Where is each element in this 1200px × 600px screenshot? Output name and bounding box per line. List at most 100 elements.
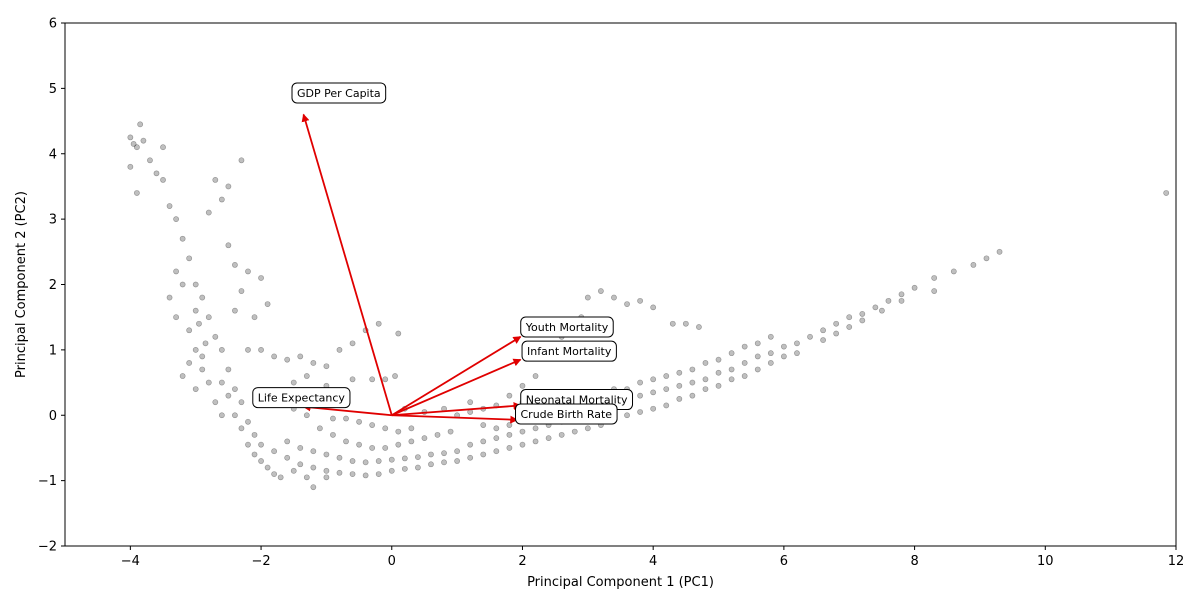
scatter-point [196, 320, 202, 327]
scatter-point [650, 389, 657, 396]
scatter-point [767, 360, 774, 366]
scatter-point [225, 183, 232, 190]
y-tick-label: 2 [49, 278, 57, 293]
scatter-point [480, 451, 487, 458]
scatter-point [258, 441, 264, 448]
scatter-point [395, 441, 402, 448]
y-tick-label: 3 [49, 213, 57, 228]
scatter-point [493, 425, 500, 432]
scatter-point [650, 304, 657, 311]
scatter-point [637, 392, 644, 399]
scatter-point [225, 392, 232, 399]
scatter-point [290, 467, 297, 474]
y-tick-label: −1 [38, 474, 57, 489]
scatter-point [160, 176, 166, 183]
scatter-point [532, 438, 539, 445]
scatter-point [303, 373, 310, 379]
loading-arrow [391, 358, 522, 417]
scatter-point [264, 301, 271, 308]
loading-arrow [301, 113, 393, 416]
loading-labels: GDP Per Capita Youth Mortality Infant Mort… [252, 82, 634, 425]
scatter-point [238, 157, 245, 164]
scatter-point [245, 418, 251, 425]
scatter-point [663, 386, 670, 392]
scatter-point [166, 203, 173, 209]
scatter-point [395, 330, 402, 337]
scatter-point [859, 317, 866, 324]
loading-label-box [521, 340, 617, 362]
scatter-point [467, 441, 474, 448]
scatter-point [251, 451, 258, 458]
scatter-point [715, 382, 722, 389]
scatter-point [205, 379, 212, 386]
scatter-point [754, 366, 761, 373]
scatter-point [349, 340, 356, 347]
scatter-point [506, 422, 513, 428]
scatter-point [519, 441, 526, 448]
scatter-point [898, 291, 905, 298]
loading-arrow [391, 336, 522, 417]
scatter-point [859, 311, 866, 317]
scatter-point [879, 307, 885, 314]
scatter-point [277, 474, 284, 481]
loading-label: Crude Birth Rate [515, 403, 618, 425]
scatter-point [192, 307, 199, 314]
y-axis-ticks: −2 −1 0 1 2 3 4 5 6 [38, 17, 65, 555]
scatter-point [127, 163, 134, 170]
scatter-point [218, 379, 225, 386]
scatter-point [245, 268, 251, 275]
scatter-point [388, 456, 395, 463]
scatter-point [369, 376, 376, 383]
loading-label-text: Crude Birth Rate [521, 408, 613, 421]
loading-label: GDP Per Capita [291, 82, 387, 104]
scatter-point [212, 399, 219, 406]
scatter-point [428, 451, 434, 458]
scatter-point [454, 458, 461, 464]
loading-label-text: GDP Per Capita [297, 87, 381, 100]
scatter-point [767, 350, 774, 357]
scatter-point [186, 360, 193, 366]
x-tick-label: 4 [649, 554, 657, 569]
x-tick-label: 2 [518, 554, 526, 569]
scatter-point [369, 422, 376, 428]
scatter-point [303, 474, 310, 481]
scatter-point [506, 431, 513, 438]
scatter-point [506, 445, 513, 451]
scatter-point [702, 360, 709, 366]
scatter-point [872, 304, 879, 311]
scatter-point [650, 376, 657, 383]
scatter-point [689, 379, 696, 386]
scatter-point [186, 255, 193, 262]
loading-label: Infant Mortality [521, 340, 617, 362]
scatter-point [392, 373, 398, 379]
loading-arrow [391, 401, 522, 417]
scatter-point [369, 445, 376, 451]
scatter-point [689, 366, 696, 373]
scatter-point [202, 340, 209, 347]
loading-label-box [520, 316, 614, 338]
scatter-point [983, 255, 990, 262]
scatter-point [310, 484, 317, 491]
scatter-point [232, 412, 238, 419]
scatter-point [682, 320, 689, 327]
scatter-point [689, 392, 696, 399]
loading-arrows [301, 113, 522, 424]
scatter-point [140, 137, 147, 144]
scatter-point [395, 428, 402, 435]
scatter-point [160, 144, 166, 151]
scatter-point [480, 438, 487, 445]
scatter-point [375, 458, 382, 464]
y-tick-label: 6 [49, 17, 57, 32]
scatter-point [284, 438, 291, 445]
scatter-point [408, 425, 415, 432]
x-axis-label: Principal Component 1 (PC1) [527, 575, 714, 590]
scatter-point [794, 350, 800, 357]
scatter-point [362, 459, 369, 466]
x-tick-label: −2 [251, 554, 270, 569]
scatter-point [506, 392, 513, 399]
scatter-point [238, 288, 245, 294]
scatter-point [820, 327, 826, 334]
scatter-point [271, 353, 278, 360]
scatter-point [401, 465, 408, 472]
scatter-point [728, 350, 735, 357]
